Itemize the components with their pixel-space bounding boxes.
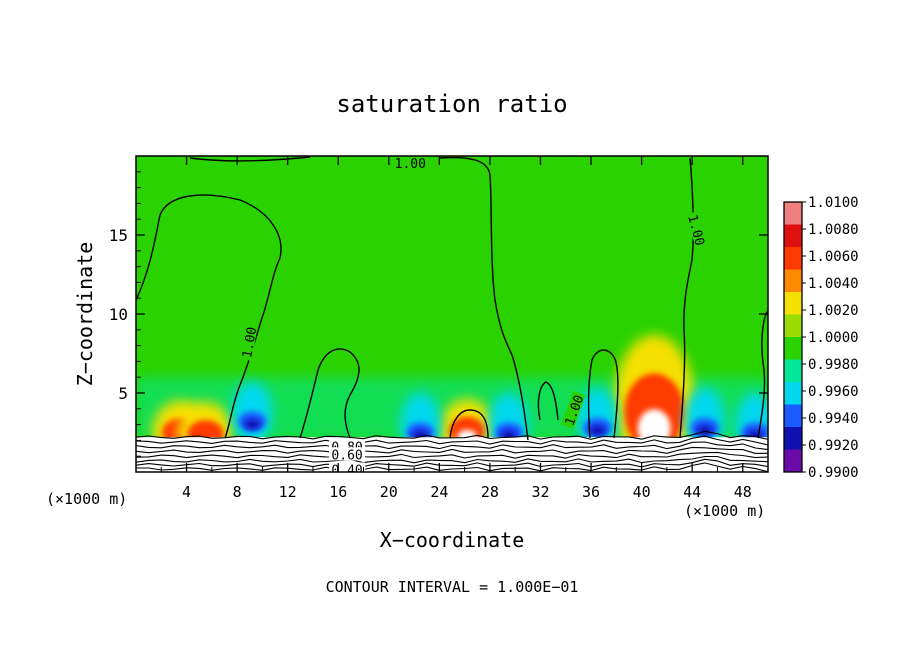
contour-label-bg <box>329 447 366 461</box>
chart-title: saturation ratio <box>336 90 567 118</box>
contour-labels: 1.001.001.001.000.800.600.40 <box>238 156 709 478</box>
contour-line-top-edge <box>189 156 311 162</box>
y-tick-label: 15 <box>109 226 128 245</box>
x-unit-right: (×1000 m) <box>684 502 765 520</box>
x-unit-left: (×1000 m) <box>46 490 127 508</box>
contour-label: 0.60 <box>331 448 362 463</box>
contour-label-bg <box>392 156 429 169</box>
colorbar-swatch <box>784 269 802 293</box>
x-tick-label: 24 <box>430 483 448 501</box>
colorbar-swatch <box>784 292 802 315</box>
contour-line-cell-36 <box>587 349 619 439</box>
ground-contour-line <box>136 451 768 459</box>
contour-lines <box>136 156 768 441</box>
contour-label: 1.00 <box>240 326 260 359</box>
colorbar-swatch <box>784 314 802 338</box>
x-tick-label: 16 <box>329 483 347 501</box>
dry-anomaly-core <box>589 425 606 436</box>
contour-line-right-column <box>679 157 694 439</box>
colorbar-label: 0.9940 <box>808 411 859 427</box>
colorbar-swatch <box>784 224 802 248</box>
contour-label-bg <box>560 390 586 430</box>
colorbar-label: 1.0100 <box>808 195 859 211</box>
colorbar-label: 1.0060 <box>808 249 859 265</box>
ground-contour-line <box>136 441 768 451</box>
x-tick-label: 36 <box>582 483 600 501</box>
contour-label: 1.00 <box>395 157 426 172</box>
contour-line-right-edge <box>757 309 768 439</box>
colorbar-swatch <box>784 202 802 225</box>
ground-contours <box>136 430 768 472</box>
contour-label-bg <box>686 210 709 249</box>
ground-contour-line <box>136 446 768 455</box>
contour-line-center-column <box>439 156 529 441</box>
x-tick-label: 32 <box>531 483 549 501</box>
colorbar: 1.0100 1.0080 1.0060 1.0040 1.0020 1.0000 0.99… <box>783 195 859 481</box>
x-tick-label: 20 <box>380 483 398 501</box>
contour-line-cell-26 <box>449 409 489 439</box>
ground-contour-line <box>136 458 768 468</box>
contour-line-left-column <box>136 194 282 439</box>
colorbar-label: 1.0040 <box>808 276 859 292</box>
x-tick-label: 44 <box>683 483 701 501</box>
y-axis-label: Z−coordinate <box>73 242 97 387</box>
colorbar-swatch <box>784 382 802 405</box>
contour-label: 0.40 <box>331 463 362 478</box>
colorbar-swatch <box>784 359 802 383</box>
colorbar-label: 0.9960 <box>808 384 859 400</box>
x-tick-label: 8 <box>233 483 242 501</box>
x-tick-label: 48 <box>734 483 752 501</box>
x-tick-label: 4 <box>182 483 191 501</box>
y-tick-label: 10 <box>109 305 128 324</box>
ground-contour-line <box>136 435 768 446</box>
contour-interval-note: CONTOUR INTERVAL = 1.000E−01 <box>326 578 579 596</box>
contour-line-cell-34 <box>537 381 559 421</box>
x-tick-label: 12 <box>279 483 297 501</box>
colorbar-label: 1.0000 <box>808 330 859 346</box>
x-tick-label: 40 <box>633 483 651 501</box>
contour-line-cell-16 <box>299 348 360 439</box>
colorbar-label: 0.9900 <box>808 465 859 481</box>
ground-contour-line <box>136 462 768 472</box>
x-axis-label: X−coordinate <box>380 528 525 552</box>
dry-anomaly-core <box>696 425 713 436</box>
x-axis: 4 8 12 16 20 24 28 32 36 40 44 48 <box>160 156 752 501</box>
contour-label-bg <box>329 462 366 472</box>
colorbar-swatch <box>784 427 802 450</box>
colorbar-label: 0.9980 <box>808 357 859 373</box>
colorbar-label: 0.9920 <box>808 438 859 454</box>
colorbar-swatch <box>784 404 802 428</box>
colorbar-swatch <box>784 337 802 360</box>
colorbar-swatch <box>784 449 802 473</box>
y-axis: 5 10 15 <box>109 171 768 457</box>
x-tick-label: 28 <box>481 483 499 501</box>
dry-anomaly-core <box>244 419 261 430</box>
y-tick-label: 5 <box>118 384 128 403</box>
ground-contour-line <box>136 430 768 440</box>
colorbar-swatch <box>784 247 802 270</box>
ground-contour-line <box>136 455 768 464</box>
plot-area: 1.001.001.001.000.800.600.40 <box>136 156 768 478</box>
contour-label-bg <box>238 323 258 362</box>
colorbar-label: 1.0020 <box>808 303 859 319</box>
colorbar-label: 1.0080 <box>808 222 859 238</box>
